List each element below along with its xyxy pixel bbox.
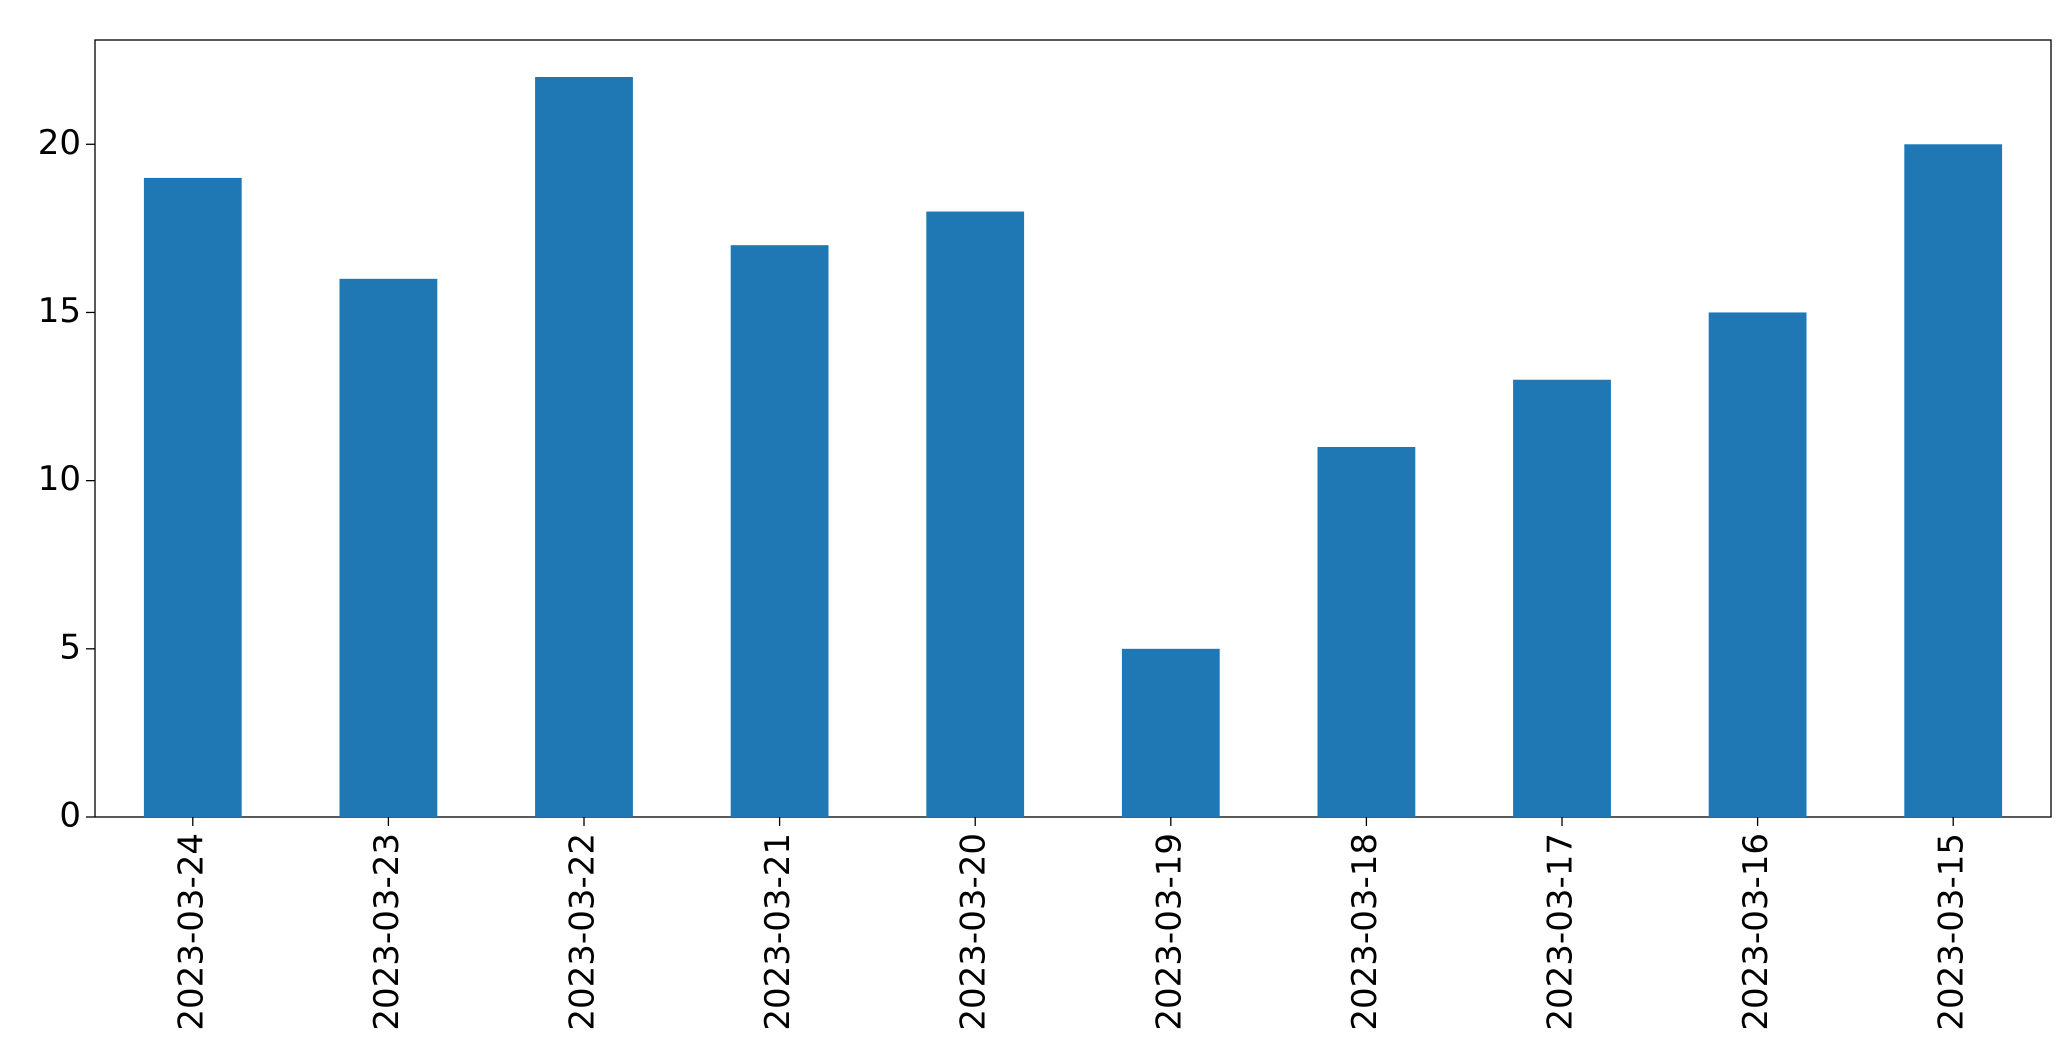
bar — [730, 245, 829, 817]
x-tick-label: 2023-03-22 — [563, 833, 603, 1031]
y-tick-label: 0 — [59, 796, 81, 836]
x-tick-label: 2023-03-20 — [954, 833, 994, 1031]
x-tick-label: 2023-03-24 — [171, 833, 211, 1031]
x-tick-label: 2023-03-23 — [367, 833, 407, 1031]
x-tick-label: 2023-03-19 — [1149, 833, 1189, 1031]
bar — [1513, 379, 1611, 817]
bar — [1904, 144, 2003, 818]
axes-frame — [94, 39, 2052, 818]
y-tick-label: 10 — [38, 459, 81, 499]
bar — [143, 177, 242, 818]
y-tick-label: 20 — [38, 123, 81, 163]
bar — [339, 278, 438, 817]
y-tick-label: 15 — [38, 291, 81, 331]
x-tick-label: 2023-03-16 — [1736, 833, 1776, 1031]
bar — [535, 77, 633, 817]
x-tick-label: 2023-03-21 — [758, 833, 798, 1031]
x-tick-label: 2023-03-15 — [1932, 833, 1972, 1031]
bar — [926, 211, 1025, 817]
x-tick-label: 2023-03-17 — [1541, 833, 1581, 1031]
bar — [1317, 447, 1416, 817]
bar — [1121, 648, 1220, 817]
bar — [1708, 312, 1807, 817]
x-tick-label: 2023-03-18 — [1345, 833, 1385, 1031]
y-tick-label: 5 — [59, 627, 81, 667]
